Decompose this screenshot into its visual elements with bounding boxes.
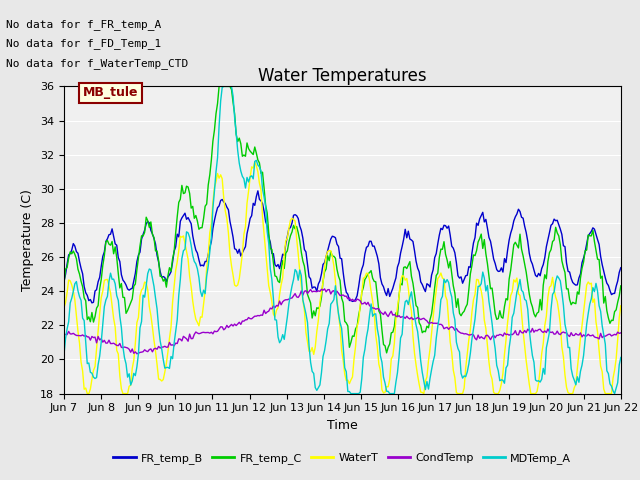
WaterT [130,358,138,363]
WaterT [60,305,68,311]
FR_temp_C [305,296,313,301]
MDTemp_A [305,343,313,348]
MDTemp_A [246,174,254,180]
FR_temp_C [228,86,236,92]
MDTemp_A [255,164,263,169]
FR_temp_B [88,300,96,306]
Line: WaterT: WaterT [64,162,621,394]
Text: MB_tule: MB_tule [83,86,138,99]
CondTemp [255,313,263,319]
MDTemp_A [220,84,228,89]
FR_temp_C [215,84,223,89]
WaterT [617,303,625,309]
Line: MDTemp_A: MDTemp_A [64,86,621,394]
Text: No data for f_FD_Temp_1: No data for f_FD_Temp_1 [6,38,162,49]
FR_temp_C [383,350,390,356]
MDTemp_A [617,355,625,360]
WaterT [246,175,254,180]
MDTemp_A [589,285,596,290]
Legend: FR_temp_B, FR_temp_C, WaterT, CondTemp, MDTemp_A: FR_temp_B, FR_temp_C, WaterT, CondTemp, … [109,448,576,468]
FR_temp_B [60,278,68,284]
Y-axis label: Temperature (C): Temperature (C) [22,189,35,291]
CondTemp [129,346,136,352]
X-axis label: Time: Time [327,419,358,432]
Line: FR_temp_B: FR_temp_B [64,191,621,303]
FR_temp_C [589,228,596,233]
Line: CondTemp: CondTemp [64,289,621,354]
Title: Water Temperatures: Water Temperatures [258,67,427,85]
Text: No data for f_FR_temp_A: No data for f_FR_temp_A [6,19,162,30]
CondTemp [617,330,625,336]
FR_temp_B [617,265,625,271]
FR_temp_B [257,198,265,204]
WaterT [228,263,236,269]
FR_temp_B [130,278,138,284]
CondTemp [133,351,141,357]
MDTemp_A [60,352,68,358]
CondTemp [60,332,68,337]
WaterT [257,187,265,192]
MDTemp_A [228,84,236,89]
CondTemp [321,286,328,292]
FR_temp_B [589,225,596,231]
CondTemp [246,316,254,322]
FR_temp_C [246,148,254,154]
FR_temp_C [60,280,68,286]
FR_temp_B [307,276,314,282]
FR_temp_B [228,226,236,232]
WaterT [83,391,91,396]
Text: No data for f_WaterTemp_CTD: No data for f_WaterTemp_CTD [6,58,189,69]
CondTemp [589,332,596,338]
WaterT [251,159,259,165]
MDTemp_A [347,391,355,396]
FR_temp_B [246,216,254,221]
CondTemp [228,322,236,327]
FR_temp_C [129,296,136,302]
CondTemp [305,288,313,294]
FR_temp_B [254,188,262,194]
WaterT [589,300,596,305]
Line: FR_temp_C: FR_temp_C [64,86,621,353]
MDTemp_A [129,378,136,384]
FR_temp_C [255,160,263,166]
WaterT [307,349,314,355]
FR_temp_C [617,283,625,288]
